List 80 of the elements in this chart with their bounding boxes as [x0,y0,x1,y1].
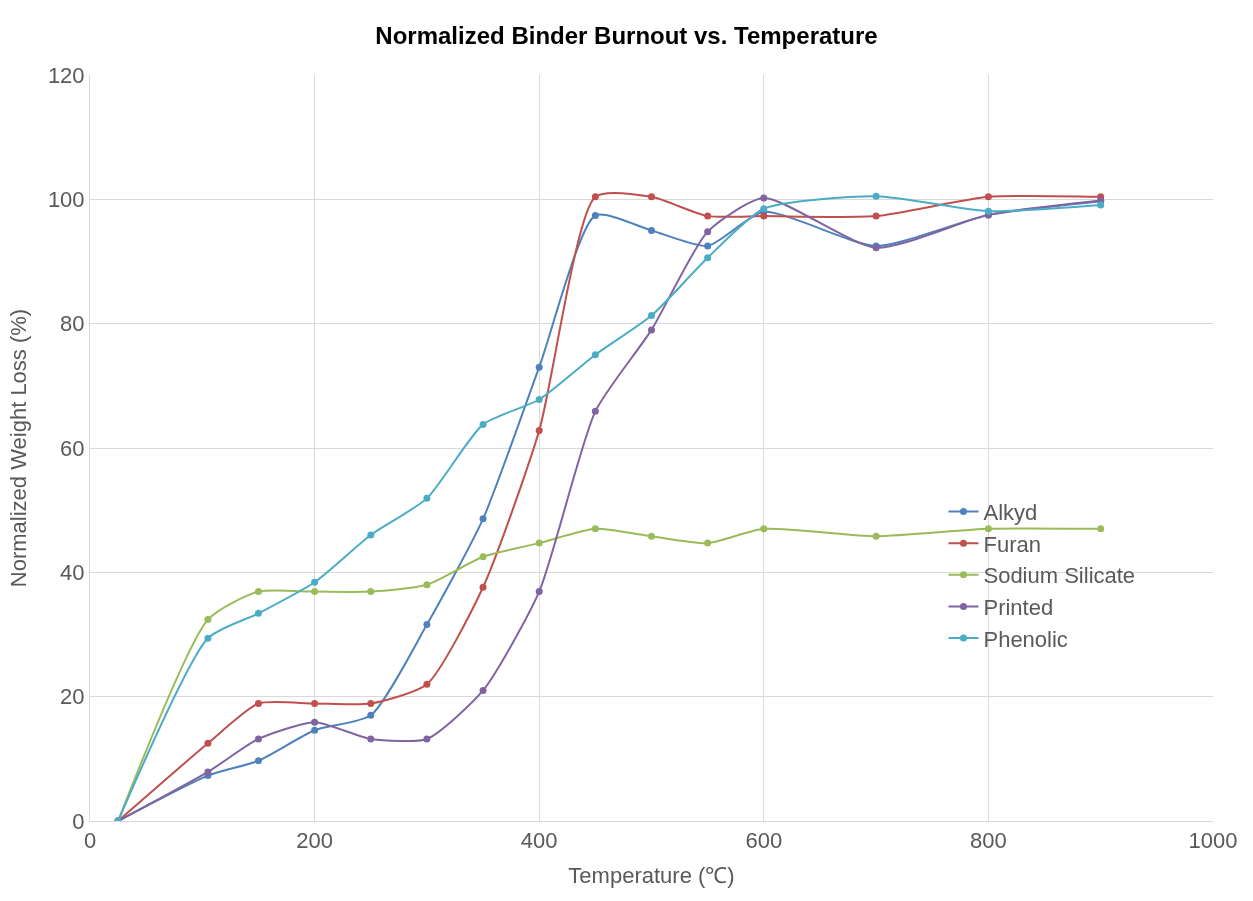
point [204,739,212,747]
point [704,254,712,262]
point [479,515,487,523]
chart-title: Normalized Binder Burnout vs. Temperature [375,21,878,49]
y-tick-label: 0 [72,808,85,834]
legend-label: Furan [983,531,1041,557]
legend-label: Printed [983,595,1054,620]
point [1097,525,1105,533]
point [367,588,375,596]
legend-label: Alkyd [983,500,1038,526]
y-tick-label: 80 [60,311,85,337]
x-tick-label: 1000 [1188,828,1238,854]
x-tick-label: 800 [970,828,1007,854]
point [535,539,543,547]
point [760,525,768,533]
point [648,326,655,334]
point [704,242,712,250]
point [254,609,262,617]
y-tick-label: 100 [47,187,85,213]
point [311,588,319,596]
point [984,193,992,201]
point [648,193,655,201]
point [311,700,319,708]
legend-label: Sodium Silicate [983,563,1136,589]
point [704,539,712,547]
point [367,711,375,719]
point [204,634,212,642]
point [591,351,599,359]
point [535,396,543,404]
y-tick-label: 120 [47,62,85,88]
point [648,312,655,320]
point [872,532,880,540]
point [204,768,212,776]
point [872,212,880,220]
point [591,525,599,533]
point [872,192,880,200]
x-axis-title: Temperature (℃) [568,863,735,889]
point [648,532,655,540]
point [254,700,262,708]
point [479,553,487,561]
legend-label: Phenolic [983,626,1068,652]
point [423,735,431,743]
point [311,718,319,726]
point [591,407,599,415]
point [423,621,431,629]
point [204,616,212,624]
point [423,581,431,589]
y-tick-label: 20 [60,684,85,710]
point [704,228,712,236]
point [254,735,262,743]
point [984,525,992,533]
point [760,212,768,220]
point [423,494,431,502]
point [254,757,262,765]
point [367,735,375,743]
y-axis-title: Normalized Weight Loss (%) [5,308,31,588]
point [311,578,319,586]
point [479,583,487,591]
point [591,212,599,219]
point [311,726,319,734]
point [704,212,712,220]
point [648,226,655,234]
y-tick-label: 60 [60,435,85,461]
point [984,207,992,215]
point [535,363,543,371]
point [760,194,768,202]
point [254,588,262,596]
point [1097,201,1105,209]
point [367,531,375,539]
point [591,193,599,201]
point [479,686,487,694]
point [535,427,543,435]
point [479,420,487,428]
point [367,700,375,708]
x-tick-label: 200 [296,828,333,854]
x-tick-label: 400 [520,828,558,854]
y-tick-label: 40 [60,560,85,586]
x-tick-label: 600 [745,828,783,854]
point [423,680,431,688]
point [535,588,543,596]
